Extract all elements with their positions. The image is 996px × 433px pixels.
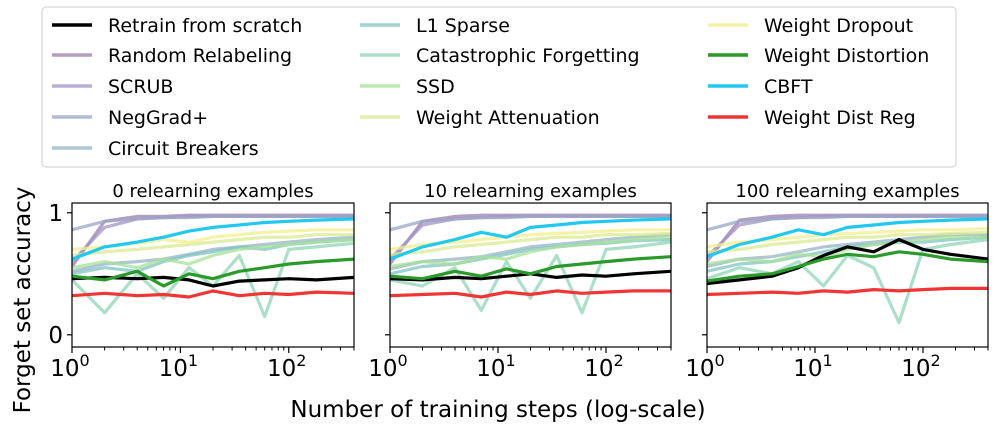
x-tick-label: 101	[476, 351, 515, 382]
series-lines	[390, 213, 671, 315]
x-tick-exponent: 1	[823, 351, 833, 370]
legend-item-random-relabeling: Random Relabeling	[52, 45, 292, 67]
legend-item-retrain-from-scratch: Retrain from scratch	[52, 15, 302, 37]
legend-label: Random Relabeling	[108, 45, 292, 67]
x-tick-base: 10	[685, 356, 714, 382]
x-tick-base: 10	[368, 356, 397, 382]
series-line-weight-distortion	[707, 250, 988, 283]
panel-title: 100 relearning examples	[735, 181, 959, 202]
legend-label: SCRUB	[108, 76, 173, 98]
legend-label: Weight Attenuation	[416, 107, 600, 129]
x-tick-base: 10	[584, 356, 613, 382]
x-tick-label: 102	[584, 351, 623, 382]
legend-label: L1 Sparse	[416, 15, 510, 37]
x-tick-base: 10	[901, 356, 930, 382]
x-tick-base: 10	[793, 356, 822, 382]
x-tick-base: 10	[50, 356, 79, 382]
x-tick-label: 102	[267, 351, 306, 382]
series-line-weight-distortion	[390, 255, 671, 281]
x-tick-base: 10	[476, 356, 505, 382]
x-tick-label: 102	[901, 351, 940, 382]
series-line-circuit-breakers	[707, 233, 988, 269]
x-axis-label: Number of training steps (log-scale)	[290, 397, 705, 423]
series-line-cbft	[72, 217, 354, 261]
series-line-neggrad	[72, 214, 354, 232]
legend-item-l1-sparse: L1 Sparse	[360, 15, 510, 37]
x-tick-exponent: 0	[398, 351, 408, 370]
x-tick-base: 10	[159, 356, 188, 382]
legend-label: Retrain from scratch	[108, 15, 302, 37]
series-line-circuit-breakers	[390, 233, 671, 271]
series-line-cbft	[390, 217, 671, 261]
legend-item-scrub: SCRUB	[52, 76, 173, 98]
series-line-neggrad	[390, 214, 671, 232]
series-line-neggrad	[707, 214, 988, 232]
x-tick-exponent: 1	[506, 351, 516, 370]
series-lines	[72, 213, 354, 319]
legend-label: Weight Dropout	[764, 15, 913, 37]
legend: Retrain from scratch Random Relabeling SCR…	[41, 6, 957, 168]
x-tick-label: 100	[368, 351, 407, 382]
legend-item-weight-dropout: Weight Dropout	[708, 15, 913, 37]
series-lines	[707, 213, 988, 325]
series-line-weight-attenuation	[390, 231, 671, 256]
y-tick-label: 0	[48, 323, 63, 349]
y-tick-label: 1	[48, 201, 63, 227]
series-line-cbft	[707, 217, 988, 259]
legend-item-circuit-breakers: Circuit Breakers	[52, 138, 259, 160]
panel-title: 0 relearning examples	[112, 181, 313, 202]
legend-item-neggrad: NegGrad+	[52, 107, 208, 129]
series-line-ssd	[390, 235, 671, 269]
x-tick-exponent: 1	[188, 351, 198, 370]
legend-label: Weight Dist Reg	[764, 107, 916, 129]
legend-item-ssd: SSD	[360, 76, 455, 98]
legend-item-weight-distortion: Weight Distortion	[708, 45, 929, 67]
legend-label: Circuit Breakers	[108, 138, 259, 160]
x-tick-label: 101	[159, 351, 198, 382]
legend-item-weight-attenuation: Weight Attenuation	[360, 107, 600, 129]
x-tick-exponent: 2	[296, 351, 306, 370]
x-tick-label: 101	[793, 351, 832, 382]
legend-label: Catastrophic Forgetting	[416, 45, 640, 67]
series-line-weight-attenuation	[707, 230, 988, 254]
legend-label: CBFT	[764, 76, 813, 98]
legend-label: NegGrad+	[108, 107, 208, 129]
legend-item-catastrophic-forgetting: Catastrophic Forgetting	[360, 45, 640, 67]
panel-title: 10 relearning examples	[424, 181, 637, 202]
x-tick-exponent: 2	[614, 351, 624, 370]
series-line-retrain-from-scratch	[707, 238, 988, 286]
legend-frame	[41, 6, 957, 168]
series-line-circuit-breakers	[72, 235, 354, 273]
x-tick-label: 100	[50, 351, 89, 382]
legend-item-weight-dist-reg: Weight Dist Reg	[708, 107, 916, 129]
legend-item-cbft: CBFT	[708, 76, 813, 98]
x-tick-base: 10	[267, 356, 296, 382]
x-tick-exponent: 2	[931, 351, 941, 370]
x-tick-label: 100	[685, 351, 724, 382]
series-line-weight-attenuation	[72, 233, 354, 258]
y-axis-label: Forget set accuracy	[10, 187, 36, 414]
series-line-weight-dist-reg	[72, 289, 354, 299]
series-line-ssd	[707, 235, 988, 266]
legend-label: Weight Distortion	[764, 45, 929, 67]
series-line-weight-dist-reg	[707, 286, 988, 297]
x-tick-exponent: 0	[80, 351, 90, 370]
x-tick-exponent: 0	[715, 351, 725, 370]
legend-label: SSD	[416, 76, 455, 98]
series-line-retrain-from-scratch	[72, 275, 354, 288]
series-line-weight-dist-reg	[390, 289, 671, 299]
series-line-weight-distortion	[72, 257, 354, 288]
series-line-ssd	[72, 238, 354, 270]
